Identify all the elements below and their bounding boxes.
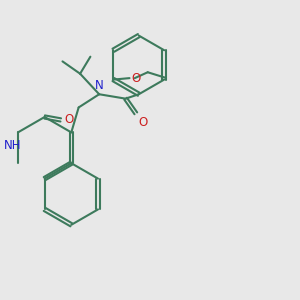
Text: O: O [64, 113, 74, 126]
Text: O: O [132, 72, 141, 85]
Text: NH: NH [4, 139, 21, 152]
Text: O: O [139, 116, 148, 129]
Text: N: N [95, 80, 103, 92]
